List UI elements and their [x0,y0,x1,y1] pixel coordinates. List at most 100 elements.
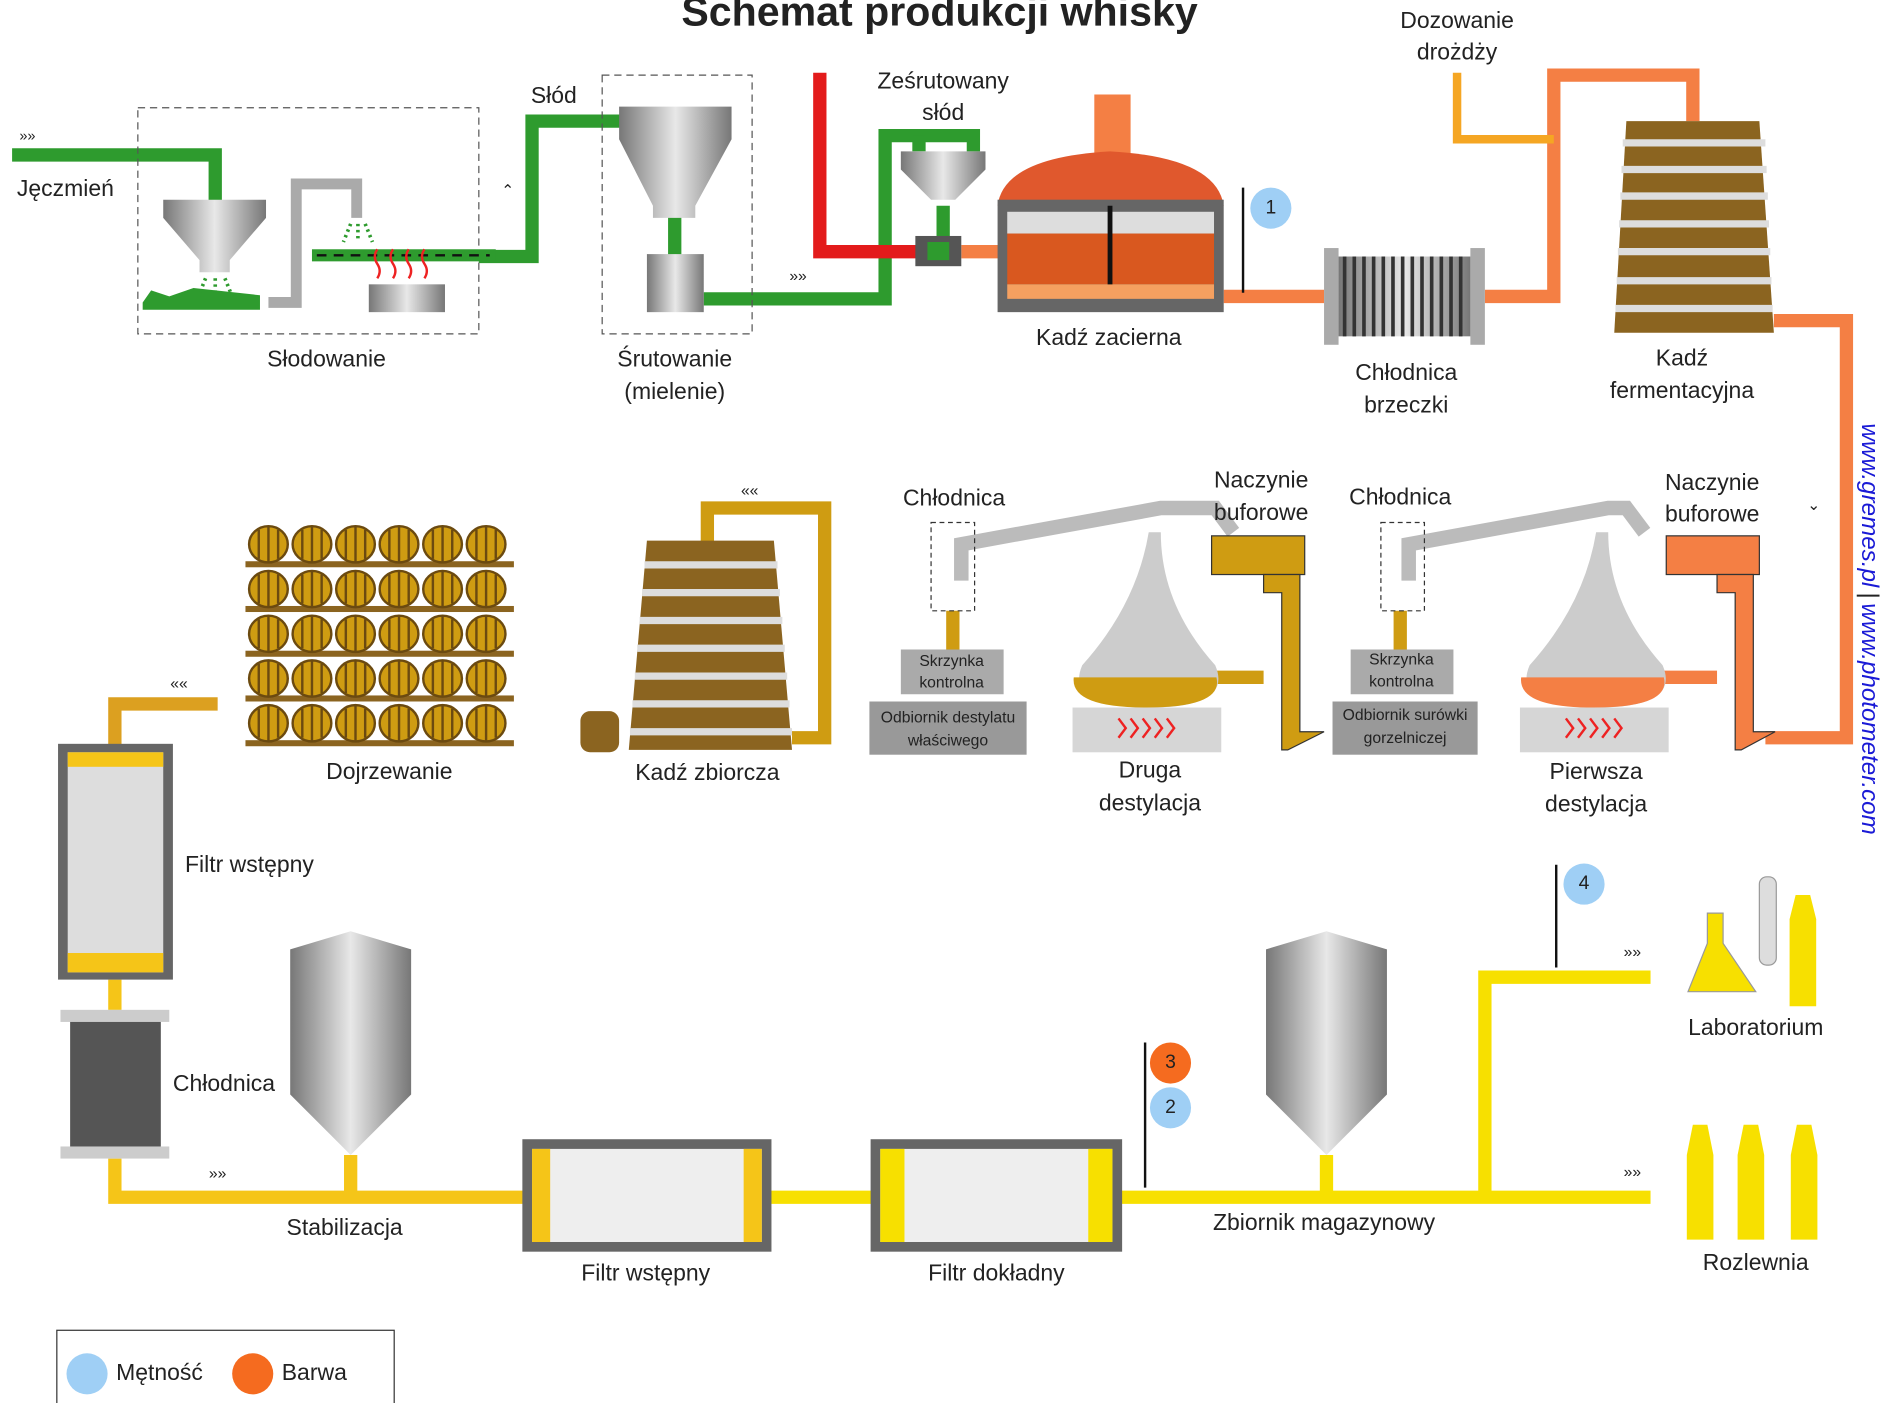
mill-part [927,242,949,260]
flow-arrow: »» [19,129,35,145]
flow-arrows-part: ⌄ [1807,497,1820,514]
final-treatment-part [880,1149,904,1242]
final-treatment-part [68,752,164,767]
label: Dozowanie [1400,7,1514,33]
collecting-vat-part [580,711,619,752]
label: Śrutowanie [617,346,732,372]
label: fermentacyjna [1610,377,1754,403]
label: destylacja [1099,789,1201,815]
barrels [245,526,513,746]
label: Zbiornik magazynowy [1213,1209,1436,1235]
wort-cooler-part [1470,248,1485,345]
label: Filtr wstępny [185,851,314,877]
distillation-part [1520,708,1669,753]
label: Skrzynka [1369,652,1434,669]
collecting-vat [580,541,792,753]
final-treatment-part [1688,913,1756,992]
watermark-separator: | [1856,592,1883,598]
label: Chłodnica [903,485,1005,511]
marker-label: 2 [1165,1096,1176,1118]
final-treatment [58,744,1817,1252]
label: Skrzynka [919,653,984,670]
malting-part [369,284,445,312]
distillation-part [1264,575,1324,750]
label: Rozlewnia [1703,1249,1809,1275]
distillation-part [1073,708,1222,753]
label: Naczynie [1214,466,1308,492]
label: Chłodnica [173,1070,275,1096]
watermark-url: www.photometer.com [1856,603,1883,835]
distillation-part [1521,677,1664,707]
shelf [245,606,513,612]
label: Stabilizacja [287,1214,403,1240]
distillation-part [1212,536,1305,575]
pipes-part [961,508,1233,581]
label: Chłodnica [1349,483,1451,509]
label: buforowe [1214,499,1309,525]
label: kontrolna [1369,673,1434,690]
label: Kadź zacierna [1036,324,1182,350]
final-treatment-part [1088,1149,1112,1242]
label: kontrolna [919,675,984,692]
mash-tun-part [1007,284,1214,299]
shelf [245,651,513,657]
malting: »» [19,108,495,334]
label: Odbiornik destylatu [881,710,1015,727]
final-treatment-part [880,1149,1112,1242]
label: Chłodnica [1355,359,1457,385]
watermark: www.gremes.pl | www.photometer.com [1856,423,1883,834]
marker-label: 3 [1165,1051,1176,1073]
shelf [245,561,513,567]
distillation-part [1717,575,1775,750]
label: (mielenie) [624,378,725,404]
final-treatment-part [744,1149,762,1242]
mill-part [647,254,704,312]
watermark-url: www.gremes.pl [1856,423,1883,588]
label: Jęczmień [17,175,114,201]
wort-cooler [1324,248,1485,345]
legend-swatch [232,1353,273,1394]
legend-label: Barwa [282,1359,347,1385]
final-treatment-part [1790,895,1817,1006]
label: słód [922,99,964,125]
flow-arrows-part: «« [170,676,188,693]
final-treatment-part [1687,1125,1818,1240]
final-treatment-part [532,1149,550,1242]
title: Schemat produkcji whisky [681,0,1197,35]
label: Laboratorium [1688,1014,1823,1040]
mill-part [901,151,986,199]
label: Odbiornik surówki [1343,707,1468,724]
flow-arrows-part: »» [1624,944,1642,961]
label: gorzelniczej [1364,730,1447,747]
pipes-part [1765,321,1846,738]
label: Słód [531,82,577,108]
label: brzeczki [1364,392,1448,418]
mash-tun-part [998,151,1224,205]
final-treatment-part [60,1146,169,1158]
final-treatment-part [290,931,411,1155]
label: Druga [1119,757,1182,783]
label: Filtr dokładny [928,1260,1065,1286]
final-treatment-part [68,953,164,972]
flow-arrows-part: ⌃ [501,182,514,199]
flow-arrows-part: »» [789,268,807,285]
final-treatment-part [68,752,164,972]
pipes-part [1457,73,1554,140]
label: Kadź zbiorcza [635,759,779,785]
distillation-part [1074,677,1217,707]
label: Filtr wstępny [581,1260,710,1286]
pipes-part [115,1159,532,1198]
shelf [245,695,513,701]
label: właściwego [907,733,989,750]
fermenter [1614,121,1774,333]
marker-label: 1 [1265,196,1276,218]
shelf [245,740,513,746]
final-treatment-part [1266,931,1387,1155]
legend-swatch [67,1353,108,1394]
final-treatment-part [70,1022,161,1147]
flow-arrows-part: «« [741,482,759,499]
pipes-part [115,704,218,750]
label: Ześrutowany [877,67,1009,93]
label: Dojrzewanie [326,758,452,784]
final-treatment-part [60,1010,169,1022]
